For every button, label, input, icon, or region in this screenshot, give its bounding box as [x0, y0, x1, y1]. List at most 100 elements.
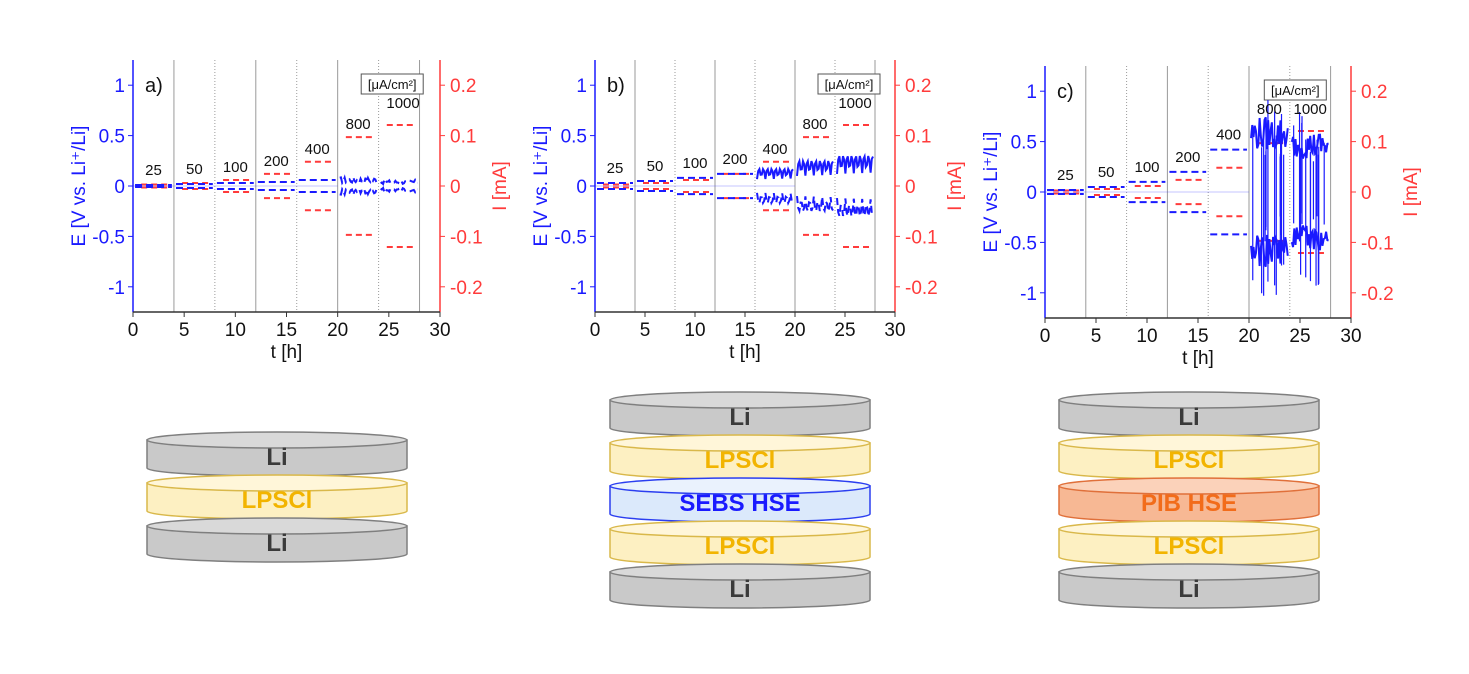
voltage-trace-positive — [796, 157, 834, 177]
current-density-label: 100 — [223, 159, 248, 176]
layer-label: LPSCl — [705, 447, 776, 474]
layer-top — [1058, 563, 1320, 581]
layer-top — [146, 474, 408, 492]
current-density-unit: [μA/cm²] — [368, 77, 417, 92]
layer-pib: PIB HSE — [1058, 477, 1320, 523]
x-axis-label: t [h] — [271, 342, 303, 363]
voltage-trace-positive — [756, 165, 794, 180]
current-density-label: 1000 — [386, 95, 419, 112]
layer-top — [1058, 520, 1320, 538]
current-density-label: 25 — [1057, 167, 1074, 184]
current-density-label: 400 — [762, 141, 787, 158]
current-density-unit: [μA/cm²] — [1271, 83, 1320, 98]
layer-lpscl: LPSCl — [1058, 434, 1320, 480]
layer-top — [146, 517, 408, 535]
y-right-tick-label: 0.1 — [450, 127, 476, 148]
current-density-label: 200 — [264, 153, 289, 170]
current-density-label: 25 — [145, 162, 162, 179]
voltage-trace-negative — [796, 195, 834, 215]
voltage-trace-positive — [1250, 116, 1289, 150]
chart-panel-2: 0 5 10 15 20 25 30 -1 -0.5 0 0.5 1 -0.2 -0.1 0 0.1 0.2 t … — [531, 60, 966, 363]
y-left-tick-label: 0.5 — [99, 127, 125, 148]
cell-stack-1: Li LPSCl Li — [146, 431, 408, 563]
current-density-label: 1000 — [1294, 101, 1327, 118]
y-right-tick-label: 0.2 — [450, 76, 476, 97]
y-right-axis-label: I [mA] — [945, 161, 966, 211]
y-left-axis-label: E [V vs. Li⁺/Li] — [69, 126, 90, 247]
y-left-axis-label: E [V vs. Li⁺/Li] — [981, 132, 1002, 253]
x-tick-label: 0 — [1040, 326, 1051, 347]
unit-box — [1263, 79, 1327, 101]
y-right-tick-label: 0 — [905, 177, 916, 198]
current-density-label: 100 — [682, 155, 707, 172]
x-tick-label: 15 — [276, 320, 297, 341]
layer-li: Li — [1058, 563, 1320, 609]
y-left-tick-label: -1 — [108, 278, 125, 299]
y-left-tick-label: -1 — [570, 278, 587, 299]
y-right-tick-label: -0.1 — [905, 227, 938, 248]
y-left-tick-label: -0.5 — [1004, 233, 1037, 254]
layer-li: Li — [609, 563, 871, 609]
x-tick-label: 30 — [1340, 326, 1361, 347]
y-left-tick-label: 1 — [576, 76, 587, 97]
x-tick-label: 15 — [734, 320, 755, 341]
voltage-trace-negative — [339, 186, 378, 199]
voltage-trace-negative — [380, 185, 418, 195]
x-tick-label: 5 — [1091, 326, 1102, 347]
current-density-label: 25 — [607, 160, 624, 177]
layer-li: Li — [146, 517, 408, 563]
current-density-label: 200 — [1175, 149, 1200, 166]
x-tick-label: 5 — [640, 320, 651, 341]
y-left-tick-label: 0 — [1026, 183, 1037, 204]
y-right-tick-label: -0.1 — [450, 227, 483, 248]
layer-sebs: SEBS HSE — [609, 477, 871, 523]
voltage-trace-negative — [836, 198, 874, 220]
y-left-tick-label: -1 — [1020, 284, 1037, 305]
y-right-tick-label: 0.1 — [905, 127, 931, 148]
current-density-label: 50 — [186, 161, 203, 178]
layer-top — [1058, 434, 1320, 452]
current-density-label: 800 — [802, 116, 827, 133]
layer-lpscl: LPSCl — [1058, 520, 1320, 566]
x-tick-label: 0 — [590, 320, 601, 341]
y-right-tick-label: -0.1 — [1361, 233, 1394, 254]
x-tick-label: 25 — [834, 320, 855, 341]
layer-top — [1058, 477, 1320, 495]
layer-li: Li — [146, 431, 408, 477]
current-density-label: 50 — [647, 158, 664, 175]
layer-lpscl: LPSCl — [609, 520, 871, 566]
current-density-label: 1000 — [838, 95, 871, 112]
layer-label: Li — [729, 404, 750, 431]
layer-label: Li — [266, 444, 287, 471]
y-right-tick-label: -0.2 — [1361, 284, 1394, 305]
layer-body — [146, 525, 408, 563]
y-left-axis-label: E [V vs. Li⁺/Li] — [531, 126, 552, 247]
y-right-tick-label: 0 — [450, 177, 461, 198]
x-tick-label: 20 — [327, 320, 348, 341]
x-tick-label: 15 — [1187, 326, 1208, 347]
voltage-trace-positive — [1290, 133, 1329, 159]
y-left-tick-label: -0.5 — [554, 227, 587, 248]
current-density-label: 400 — [305, 141, 330, 158]
voltage-trace-positive — [380, 177, 418, 187]
y-right-tick-label: -0.2 — [450, 278, 483, 299]
voltage-trace-negative — [1250, 234, 1289, 268]
panel-label: a) — [145, 75, 163, 97]
x-tick-label: 25 — [1289, 326, 1310, 347]
layer-li: Li — [609, 391, 871, 437]
current-density-label: 100 — [1134, 159, 1159, 176]
voltage-trace-positive — [339, 173, 378, 186]
layer-label: LPSCl — [705, 533, 776, 560]
layer-label: Li — [729, 576, 750, 603]
chart-panel-1: 0 5 10 15 20 25 30 -1 -0.5 0 0.5 1 -0.2 -0.1 0 0.1 0.2 t … — [69, 60, 511, 363]
current-density-label: 800 — [1257, 101, 1282, 118]
current-density-label: 50 — [1098, 164, 1115, 181]
layer-label: LPSCl — [1154, 533, 1225, 560]
layer-label: Li — [1178, 576, 1199, 603]
current-density-label: 800 — [346, 116, 371, 133]
y-right-tick-label: 0.1 — [1361, 133, 1387, 154]
cell-stack-3: Li LPSCl PIB HSE LPSCl Li — [1058, 391, 1320, 609]
x-tick-label: 0 — [128, 320, 139, 341]
layer-label: LPSCl — [1154, 447, 1225, 474]
